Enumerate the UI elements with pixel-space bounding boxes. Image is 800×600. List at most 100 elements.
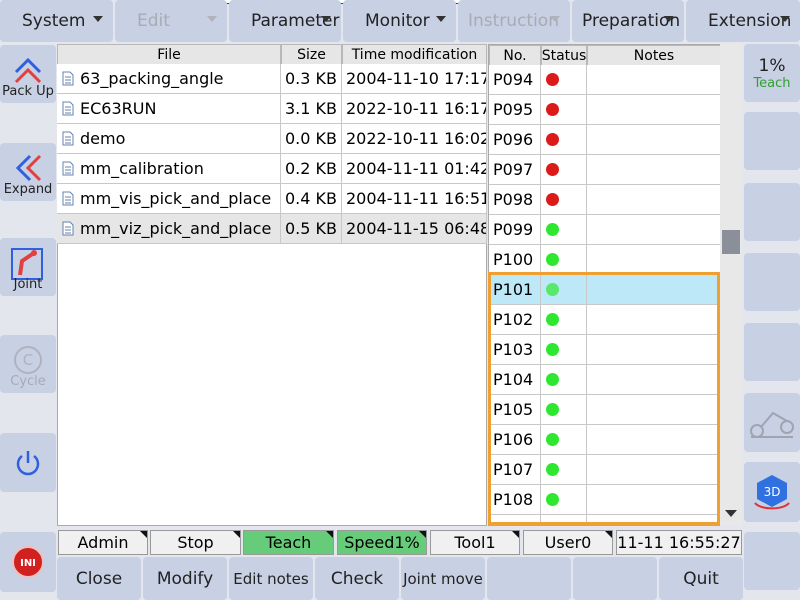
point-status[interactable] <box>541 155 587 185</box>
point-no[interactable]: P094 <box>489 65 541 95</box>
point-no[interactable]: P106 <box>489 425 541 455</box>
point-notes[interactable] <box>587 425 721 455</box>
point-notes[interactable] <box>587 65 721 95</box>
status-item[interactable]: 11-11 16:55:27 <box>616 530 742 555</box>
side-button[interactable] <box>744 323 800 381</box>
file-cell[interactable]: 2004-11-10 17:17 <box>342 64 487 94</box>
file-cell[interactable]: 63_packing_angle <box>57 64 281 94</box>
side-button[interactable]: Expand <box>0 143 56 201</box>
file-cell[interactable]: mm_viz_pick_and_place <box>57 214 281 244</box>
bottom-button[interactable]: Modify <box>143 557 227 600</box>
file-cell[interactable]: 2022-10-11 16:02 <box>342 124 487 154</box>
point-status[interactable] <box>541 95 587 125</box>
point-status[interactable] <box>541 365 587 395</box>
point-no[interactable]: P105 <box>489 395 541 425</box>
point-status[interactable] <box>541 395 587 425</box>
point-no[interactable]: P098 <box>489 185 541 215</box>
power-button[interactable] <box>0 433 56 492</box>
point-status[interactable] <box>541 275 587 305</box>
point-status[interactable] <box>541 245 587 275</box>
menu-button[interactable]: Preparation <box>572 0 684 42</box>
file-cell[interactable]: 2022-10-11 16:17 <box>342 94 487 124</box>
status-item[interactable]: Teach <box>243 530 334 555</box>
point-notes[interactable] <box>587 335 721 365</box>
file-cell[interactable]: demo <box>57 124 281 154</box>
point-status[interactable] <box>541 185 587 215</box>
file-cell[interactable]: 0.2 KB <box>281 154 342 184</box>
point-status[interactable] <box>541 485 587 515</box>
menu-button[interactable]: Parameter <box>229 0 341 42</box>
point-notes[interactable] <box>587 95 721 125</box>
point-status[interactable] <box>541 125 587 155</box>
menu-button[interactable]: Monitor <box>343 0 456 42</box>
file-cell[interactable]: 0.5 KB <box>281 214 342 244</box>
bottom-button[interactable]: Close <box>57 557 141 600</box>
point-status[interactable] <box>541 425 587 455</box>
point-notes[interactable] <box>587 155 721 185</box>
file-cell[interactable]: EC63RUN <box>57 94 281 124</box>
point-notes[interactable] <box>587 185 721 215</box>
point-notes[interactable] <box>587 365 721 395</box>
status-item[interactable]: User0 <box>523 530 613 555</box>
speed-panel[interactable]: 1% Teach <box>744 44 800 102</box>
bottom-button[interactable]: Check <box>315 557 399 600</box>
point-no[interactable]: P107 <box>489 455 541 485</box>
file-cell[interactable]: 3.1 KB <box>281 94 342 124</box>
point-status[interactable] <box>541 215 587 245</box>
file-cell[interactable]: 0.0 KB <box>281 124 342 154</box>
point-notes[interactable] <box>587 305 721 335</box>
scroll-down[interactable] <box>725 508 737 518</box>
ini-button[interactable]: INI <box>0 532 56 592</box>
point-status[interactable] <box>541 305 587 335</box>
point-notes[interactable] <box>587 275 721 305</box>
bottom-button[interactable]: Edit notes <box>229 557 313 600</box>
side-button[interactable]: Pack Up <box>0 45 56 103</box>
point-no[interactable]: P104 <box>489 365 541 395</box>
power-icon <box>16 450 40 475</box>
side-button[interactable] <box>744 532 800 590</box>
file-cell[interactable]: 0.4 KB <box>281 184 342 214</box>
point-no[interactable]: P099 <box>489 215 541 245</box>
file-cell[interactable]: 2004-11-11 01:42 <box>342 154 487 184</box>
side-button[interactable] <box>744 183 800 241</box>
point-no[interactable]: P095 <box>489 95 541 125</box>
file-cell[interactable]: 2004-11-11 16:51 <box>342 184 487 214</box>
point-status[interactable] <box>541 455 587 485</box>
point-no[interactable]: P102 <box>489 305 541 335</box>
status-item[interactable]: Speed1% <box>337 530 427 555</box>
status-item[interactable]: Admin <box>58 530 148 555</box>
point-status[interactable] <box>541 335 587 365</box>
side-button[interactable] <box>744 253 800 311</box>
view3d-button[interactable]: 3D <box>744 462 800 522</box>
point-no[interactable]: P103 <box>489 335 541 365</box>
file-cell[interactable]: 2004-11-15 06:48 <box>342 214 487 244</box>
point-no[interactable]: P100 <box>489 245 541 275</box>
status-item[interactable]: Tool1 <box>430 530 520 555</box>
menu-button[interactable]: System <box>0 0 113 42</box>
status-item[interactable]: Stop <box>150 530 241 555</box>
side-button[interactable]: Joint <box>0 238 56 296</box>
side-button[interactable] <box>744 112 800 170</box>
bottom-button[interactable]: Joint move <box>401 557 485 600</box>
scrollbar[interactable] <box>720 44 742 526</box>
file-text: 2004-11-11 16:51 <box>346 189 487 208</box>
menu-button[interactable]: Extension <box>686 0 800 42</box>
point-notes[interactable] <box>587 245 721 275</box>
point-notes[interactable] <box>587 125 721 155</box>
bottom-button[interactable] <box>573 557 657 600</box>
point-status[interactable] <box>541 65 587 95</box>
point-no[interactable]: P108 <box>489 485 541 515</box>
point-no[interactable]: P097 <box>489 155 541 185</box>
point-no[interactable]: P096 <box>489 125 541 155</box>
file-cell[interactable]: 0.3 KB <box>281 64 342 94</box>
bottom-button[interactable]: Quit <box>659 557 743 600</box>
file-cell[interactable]: mm_vis_pick_and_place <box>57 184 281 214</box>
bottom-button[interactable] <box>487 557 571 600</box>
point-notes[interactable] <box>587 395 721 425</box>
point-notes[interactable] <box>587 455 721 485</box>
point-notes[interactable] <box>587 215 721 245</box>
file-cell[interactable]: mm_calibration <box>57 154 281 184</box>
scroll-thumb[interactable] <box>722 230 740 254</box>
point-no[interactable]: P101 <box>489 275 541 305</box>
point-notes[interactable] <box>587 485 721 515</box>
